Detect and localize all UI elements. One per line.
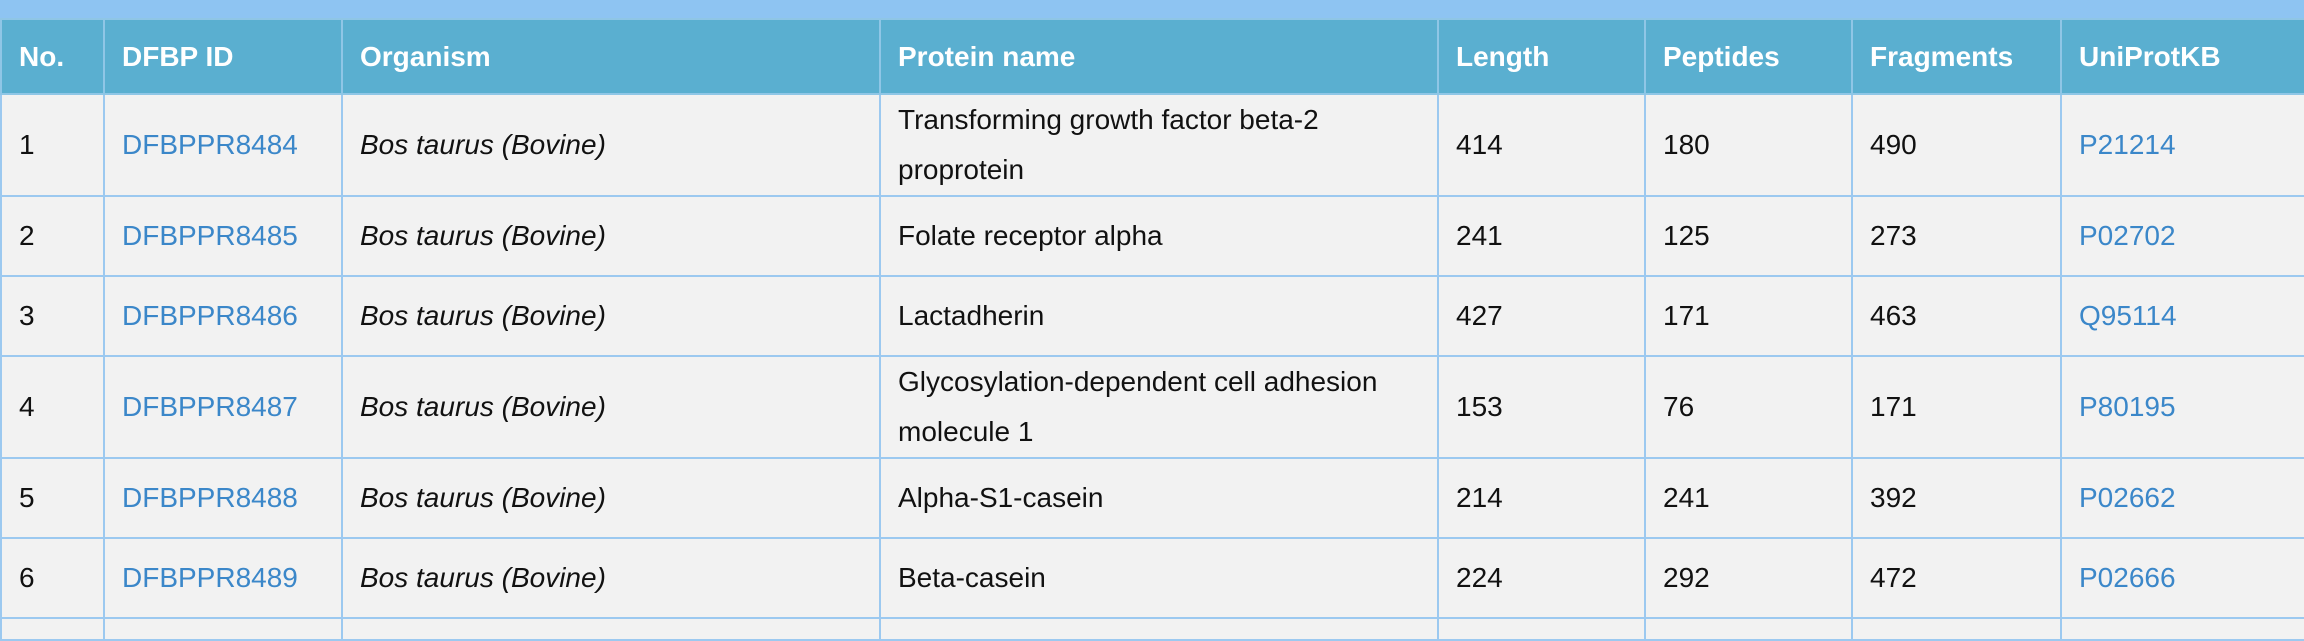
cell: 1 [0,93,105,197]
cell: DFBPPR8488 [103,457,343,539]
column-header: DFBP ID [103,18,343,95]
protein-table: No. DFBP ID Organism Protein name Length Pept… [0,18,2304,641]
column-header: UniProtKB [2060,18,2304,95]
cell: Bos taurus (Bovine) [341,537,881,619]
cell: Alpha-S1-casein [879,457,1439,539]
cell [1851,617,2062,641]
cell: DFBPPR8489 [103,537,343,619]
cell [103,617,343,641]
column-header: No. [0,18,105,95]
cell [1644,617,1853,641]
link[interactable]: DFBPPR8487 [122,391,298,422]
cell: 472 [1851,537,2062,619]
link[interactable]: DFBPPR8486 [122,300,298,331]
table-row: 6 DFBPPR8489 Bos taurus (Bovine) Beta-casei… [0,537,2304,619]
cell: 241 [1644,457,1853,539]
table-row [0,617,2304,641]
column-header: Fragments [1851,18,2062,95]
table-row: 5 DFBPPR8488 Bos taurus (Bovine) Alpha-S1-c… [0,457,2304,539]
cell: P02666 [2060,537,2304,619]
cell: Bos taurus (Bovine) [341,93,881,197]
link[interactable]: P02666 [2079,562,2176,593]
cell: 292 [1644,537,1853,619]
cell: 4 [0,355,105,459]
cell: 392 [1851,457,2062,539]
cell: 463 [1851,275,2062,357]
link[interactable]: DFBPPR8488 [122,482,298,513]
link[interactable]: DFBPPR8485 [122,220,298,251]
cell: 171 [1644,275,1853,357]
cell: Bos taurus (Bovine) [341,275,881,357]
header-row: No. DFBP ID Organism Protein name Length Pept… [0,18,2304,95]
cell: Bos taurus (Bovine) [341,457,881,539]
column-header: Length [1437,18,1646,95]
cell: 490 [1851,93,2062,197]
cell: 214 [1437,457,1646,539]
top-bar [0,0,2304,18]
cell: DFBPPR8486 [103,275,343,357]
cell: DFBPPR8485 [103,195,343,277]
cell: 180 [1644,93,1853,197]
table-row: 3 DFBPPR8486 Bos taurus (Bovine) Lactadheri… [0,275,2304,357]
cell: 3 [0,275,105,357]
column-header: Peptides [1644,18,1853,95]
cell [2060,617,2304,641]
cell: P02702 [2060,195,2304,277]
cell: Beta-casein [879,537,1439,619]
cell: 2 [0,195,105,277]
cell: 6 [0,537,105,619]
table-row: 1 DFBPPR8484 Bos taurus (Bovine) Transformi… [0,93,2304,197]
cell: Folate receptor alpha [879,195,1439,277]
cell [0,617,105,641]
cell: Transforming growth factor beta-2 propro… [879,93,1439,197]
cell [1437,617,1646,641]
cell: 125 [1644,195,1853,277]
cell: 241 [1437,195,1646,277]
cell: 5 [0,457,105,539]
cell: P21214 [2060,93,2304,197]
link[interactable]: P80195 [2079,391,2176,422]
cell: 427 [1437,275,1646,357]
link[interactable]: Q95114 [2079,300,2177,331]
cell: P80195 [2060,355,2304,459]
cell [879,617,1439,641]
cell: Glycosylation-dependent cell adhesion mo… [879,355,1439,459]
link[interactable]: P02702 [2079,220,2176,251]
cell: P02662 [2060,457,2304,539]
cell: Q95114 [2060,275,2304,357]
cell: 273 [1851,195,2062,277]
cell: Bos taurus (Bovine) [341,195,881,277]
cell: 224 [1437,537,1646,619]
column-header: Organism [341,18,881,95]
column-header: Protein name [879,18,1439,95]
cell: DFBPPR8484 [103,93,343,197]
cell: Bos taurus (Bovine) [341,355,881,459]
cell: 76 [1644,355,1853,459]
table-body: 1 DFBPPR8484 Bos taurus (Bovine) Transformi… [0,93,2304,641]
cell: DFBPPR8487 [103,355,343,459]
link[interactable]: P21214 [2079,129,2176,160]
link[interactable]: DFBPPR8484 [122,129,298,160]
link[interactable]: P02662 [2079,482,2176,513]
cell: 414 [1437,93,1646,197]
table-row: 4 DFBPPR8487 Bos taurus (Bovine) Glycosylat… [0,355,2304,459]
table-row: 2 DFBPPR8485 Bos taurus (Bovine) Folate rec… [0,195,2304,277]
link[interactable]: DFBPPR8489 [122,562,298,593]
cell: Lactadherin [879,275,1439,357]
cell: 171 [1851,355,2062,459]
cell [341,617,881,641]
cell: 153 [1437,355,1646,459]
